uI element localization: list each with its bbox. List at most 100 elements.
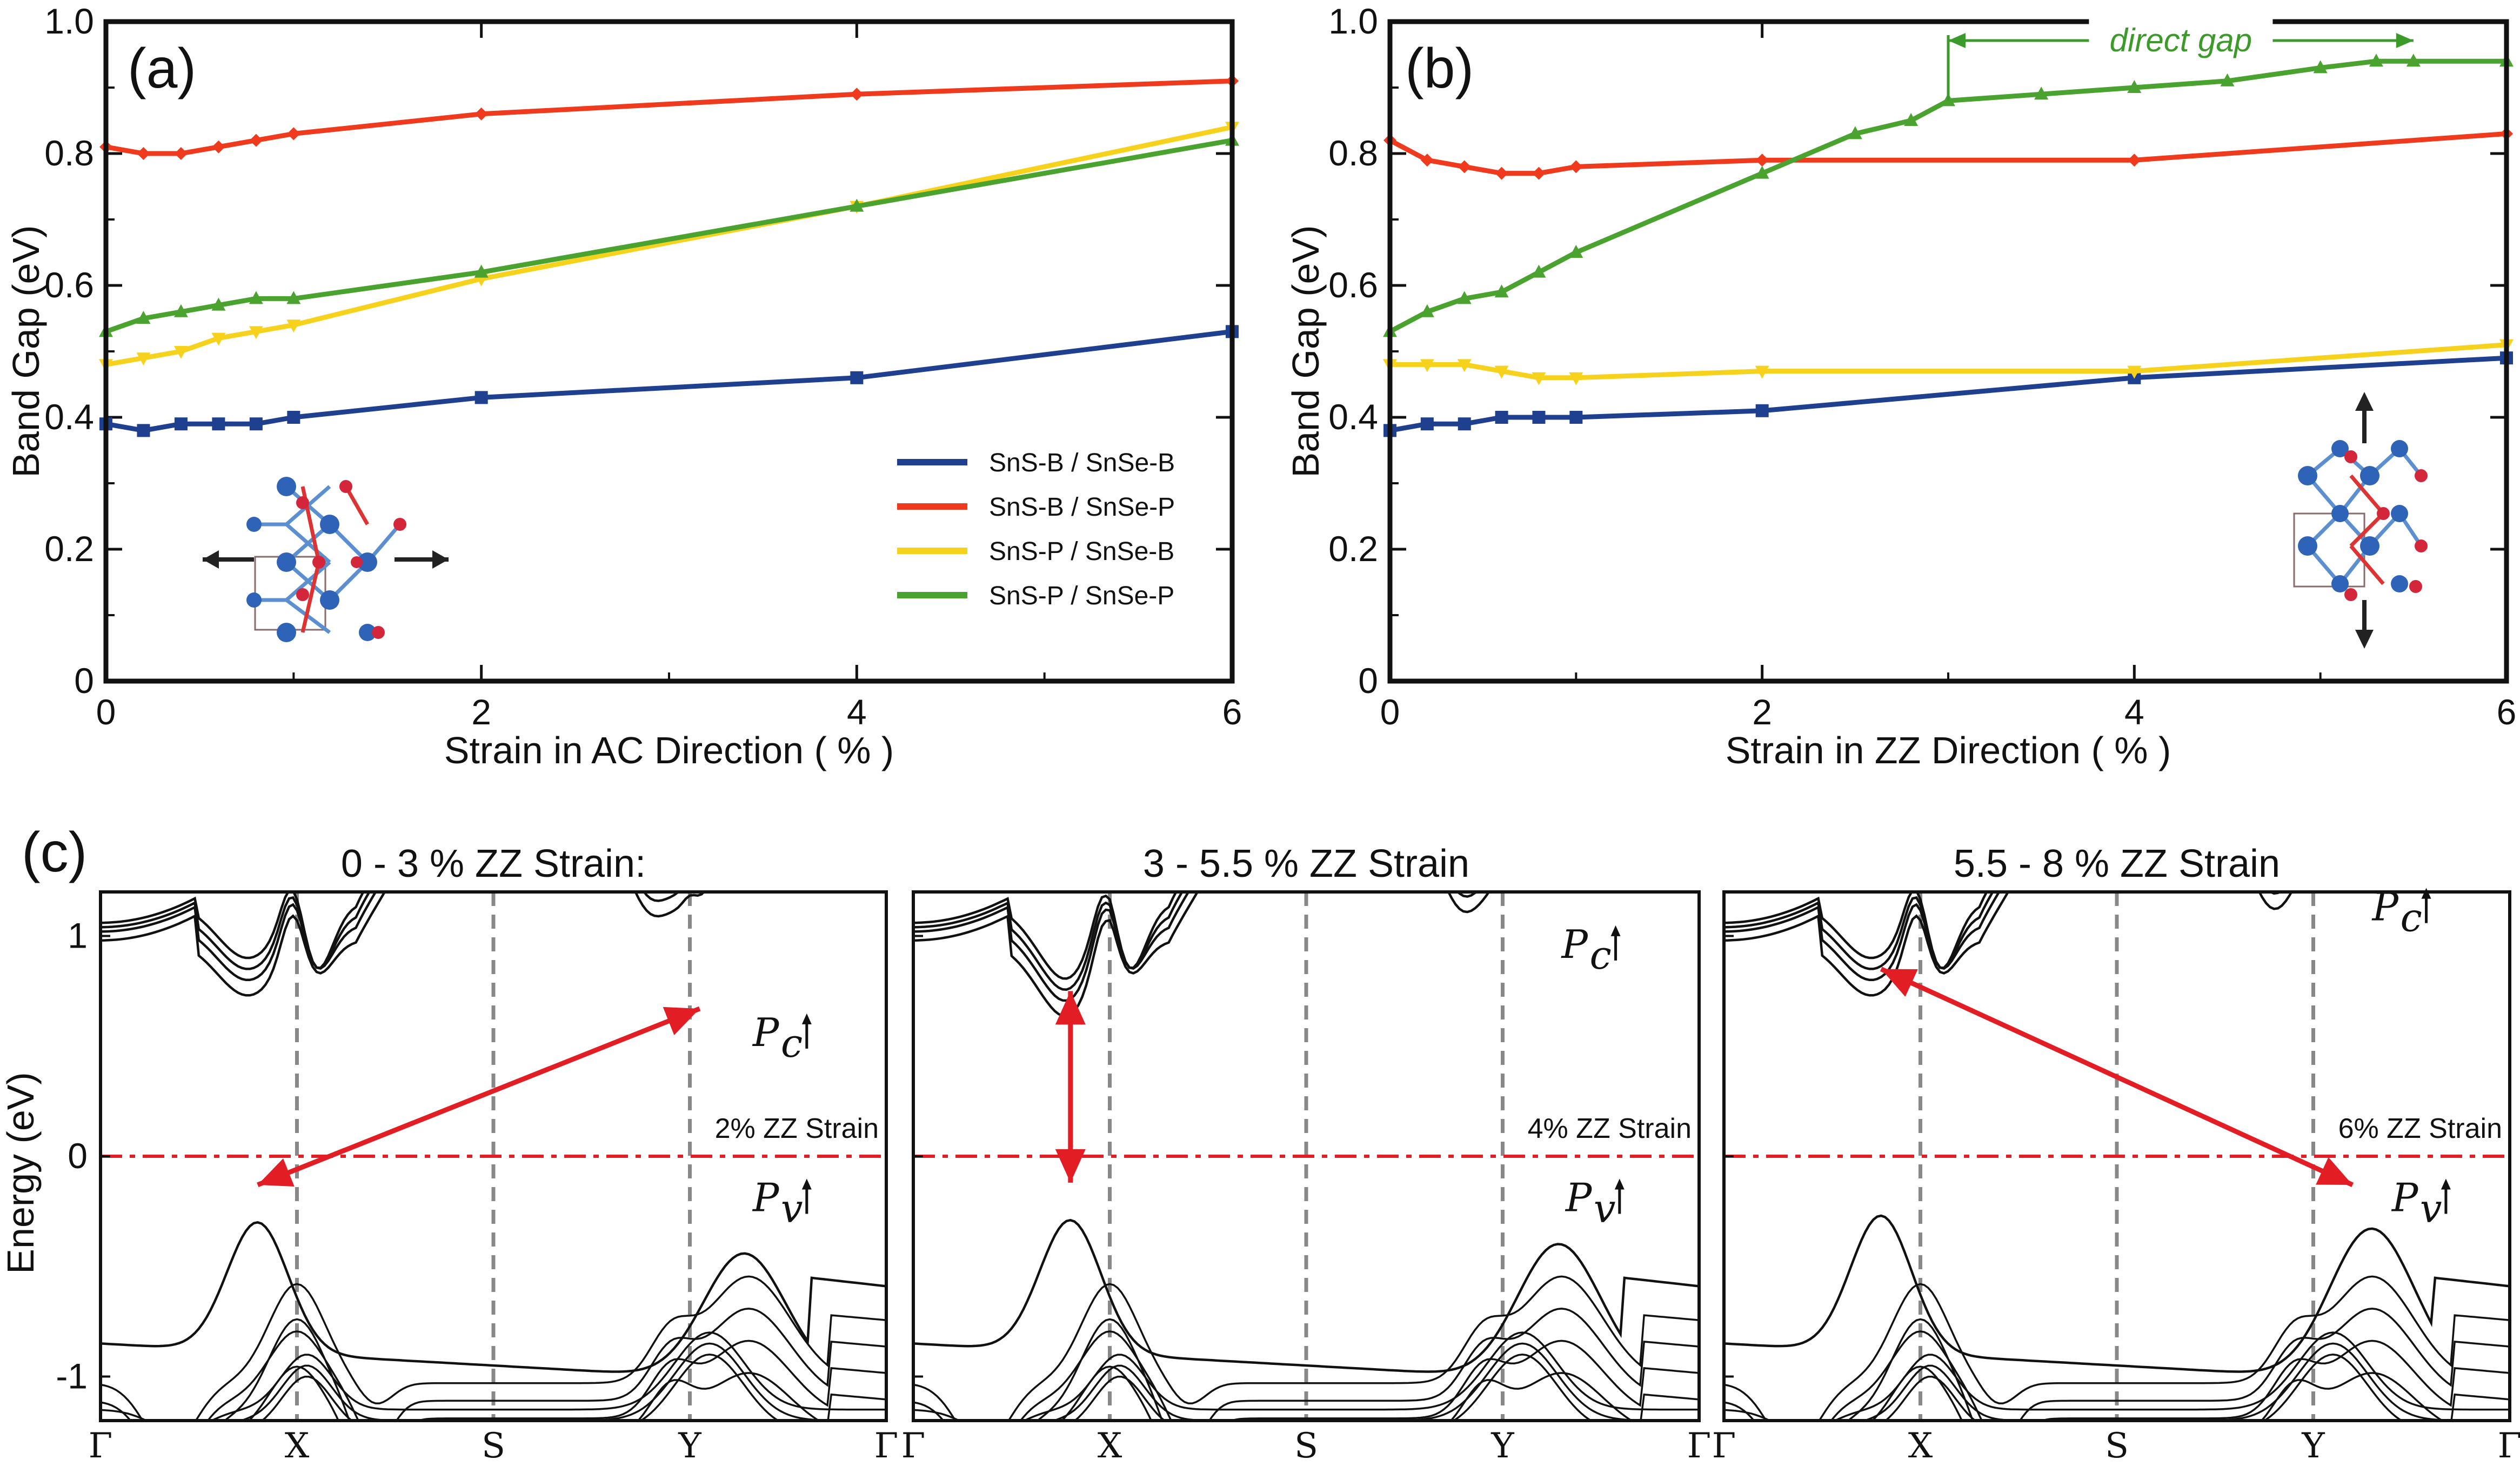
k-point-label: X (285, 1426, 310, 1466)
panel-a-x-label: Strain in AC Direction ( % ) (444, 729, 894, 771)
k-point-label: Γ (901, 1426, 925, 1466)
panel-a-label: (a) (128, 37, 196, 100)
valence-band (101, 1308, 886, 1421)
band-structure-subpanels: 0 - 3 % ZZ Strain:10-1Γ X S Y Γ2% ZZ StrainP… (56, 842, 2520, 1466)
energy-tick-label: 0 (68, 1136, 88, 1176)
band-lines (101, 892, 886, 1421)
direct-gap-arrowhead-right (2396, 33, 2414, 48)
band-subpanel-title: 0 - 3 % ZZ Strain: (341, 842, 646, 885)
panel-a-y-label: Band Gap (eV) (5, 225, 47, 478)
valence-band (1724, 1275, 2510, 1421)
panel-a-y-tick-label: 1.0 (44, 1, 94, 41)
panel-a-y-tick-label: 0 (74, 661, 94, 701)
panel-a-series-point (173, 304, 188, 317)
direct-gap-label-bg (2089, 19, 2273, 56)
conduction-band (101, 892, 680, 982)
panel-b-series (1383, 54, 2514, 437)
panel-b-series-point (1494, 365, 1509, 379)
panel-a-x-tick-label: 6 (1222, 692, 1242, 732)
panel-b-series-point (2406, 54, 2421, 67)
panel-b-series-line (1388, 131, 2507, 176)
panel-b-series-point (1569, 411, 1583, 424)
pv-subscript: v (1594, 1186, 1616, 1231)
panel-a-series-point (174, 147, 188, 160)
panel-b-series-point (1755, 365, 1769, 379)
panel-b-series-point (1532, 264, 1546, 278)
panel-a-series-line (105, 78, 1233, 156)
legend: SnS-B / SnSe-B SnS-B / SnSe-P SnS-P / SnSe… (897, 449, 1175, 610)
gap-transition-arrow (1880, 967, 2354, 1188)
panel-b-series-point (1569, 372, 1583, 385)
panel-a-series-point (850, 371, 864, 384)
pv-label: P (2391, 1175, 2419, 1221)
panel-b-series-point (2034, 86, 2049, 100)
valence-band (101, 1275, 886, 1421)
panel-a-series-point (173, 346, 188, 359)
panel-c-y-label: Energy (eV) (0, 1072, 42, 1274)
panel-c: (c) Energy (eV) 0 - 3 % ZZ Strain:10-1Γ X… (0, 821, 2520, 1466)
panel-b-series-point (1755, 154, 1769, 167)
panel-b-series-point (2313, 60, 2328, 74)
pc-up-arrowhead (2421, 888, 2431, 899)
valence-band (1871, 1365, 2510, 1421)
crystal-inset-ac (203, 477, 449, 642)
strain-label: 2% ZZ Strain (715, 1113, 879, 1144)
deep-valence-band (913, 1331, 1699, 1421)
panel-a-series-line (105, 124, 1233, 367)
panel-b-series-point (1420, 154, 1434, 167)
k-point-label: Γ (1687, 1426, 1711, 1466)
conduction-band (913, 892, 1490, 1017)
panel-b-series-point (1904, 113, 1919, 126)
panel-b-series-point (1458, 417, 1471, 431)
panel-a-x-tick-label: 4 (847, 692, 867, 732)
panel-b-label: (b) (1405, 37, 1474, 100)
panel-b-series-point (1495, 411, 1508, 424)
panel-b-frame (1387, 19, 2509, 684)
valence-band (1724, 1214, 2510, 1373)
crystal-inset-zz (2293, 392, 2428, 649)
panel-a-series-point (136, 311, 151, 324)
conduction-band (1724, 892, 2293, 997)
direct-gap-arrowhead-left (1948, 33, 1966, 48)
pc-label: P (2371, 884, 2399, 930)
gap-transition-arrowhead (1055, 991, 1086, 1025)
gap-transition-arrow (257, 1006, 701, 1188)
panel-a-x-tick-label: 0 (96, 692, 116, 732)
pc-label: P (752, 1010, 780, 1055)
valence-band (913, 1308, 1699, 1421)
band-subpanel-title: 5.5 - 8 % ZZ Strain (1954, 842, 2280, 885)
panel-a-series-point (850, 88, 864, 101)
pc-up-arrowhead (801, 1013, 812, 1024)
panel-a-series-point (850, 198, 864, 212)
panel-b-series-point (2127, 365, 2142, 379)
panel-b-series-point (1420, 304, 1434, 317)
panel-b-series-point (1755, 404, 1769, 417)
panel-b-series-point (1494, 284, 1509, 298)
panel-b-series-point (1569, 160, 1583, 174)
panel-a-series-point (286, 291, 301, 304)
strain-label: 4% ZZ Strain (1528, 1113, 1692, 1144)
conduction-band (913, 892, 1184, 991)
legend-label: SnS-B / SnSe-B (989, 449, 1175, 477)
conduction-band (101, 892, 365, 969)
panel-b-series-point (1458, 160, 1471, 174)
panel-b-x-tick-label: 6 (2497, 692, 2517, 732)
panel-a-series-point (137, 424, 150, 437)
legend-label: SnS-P / SnSe-P (989, 582, 1174, 610)
panel-a-series-point (137, 147, 150, 160)
panel-b-y-tick-label: 0.6 (1328, 265, 1378, 305)
conduction-band (913, 892, 1178, 980)
gap-transition-arrowhead (663, 1007, 700, 1035)
deep-valence-band (913, 1342, 1699, 1421)
k-point-label: Γ (1712, 1426, 1736, 1466)
panel-a-series-point (249, 326, 263, 339)
panel-a-series (99, 74, 1239, 437)
pv-label: P (752, 1175, 780, 1221)
panel-b-series-point (1532, 372, 1546, 385)
panel-a-ticks: 0 2 4 6 0 0.2 0.4 0.6 0.8 1.0 (44, 1, 1242, 732)
panel-b-series-point (2220, 73, 2235, 86)
deep-valence-band (101, 1342, 886, 1421)
deep-valence-band (1724, 1342, 2510, 1421)
